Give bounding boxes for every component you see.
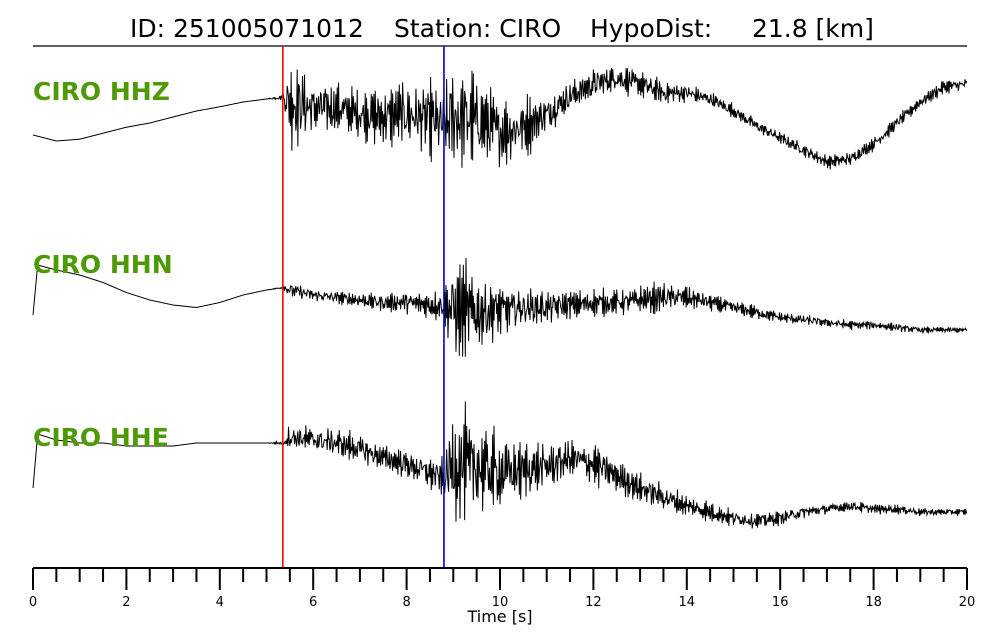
tick-label: 4 (216, 595, 224, 610)
trace-label-ciro-hhe: CIRO HHE (33, 423, 169, 452)
tick-label: 12 (585, 595, 602, 610)
time-axis: 0 2 4 6 8 10 12 14 16 18 20 Time [s] (29, 567, 975, 626)
tick-label: 16 (772, 595, 789, 610)
time-axis-label: Time [s] (466, 607, 532, 626)
trace-ciro-hhe (32, 401, 968, 529)
picks-layer (282, 46, 445, 568)
station-text: Station: CIRO (394, 14, 561, 43)
tick-label: 8 (402, 595, 410, 610)
traces-layer (32, 67, 968, 529)
tick-label: 14 (679, 595, 696, 610)
tick-label: 2 (122, 595, 130, 610)
trace-ciro-hhz (32, 67, 968, 170)
tick-label: 6 (309, 595, 317, 610)
tick-label: 10 (492, 595, 509, 610)
trace-label-ciro-hhz: CIRO HHZ (33, 77, 170, 106)
tick-label: 18 (865, 595, 882, 610)
trace-labels: CIRO HHZ CIRO HHN CIRO HHE (33, 77, 173, 452)
tick-label: 20 (959, 595, 976, 610)
tick-label: 0 (29, 595, 37, 610)
time-axis-ticks: 0 2 4 6 8 10 12 14 16 18 20 (29, 568, 975, 610)
hypodist-text: HypoDist: 21.8 [km] (590, 14, 874, 43)
trace-ciro-hhn (32, 257, 968, 357)
event-id-text: ID: 251005071012 (130, 14, 364, 43)
figure-title: ID: 251005071012 Station: CIRO HypoDist:… (130, 14, 874, 43)
trace-label-ciro-hhn: CIRO HHN (33, 250, 173, 279)
